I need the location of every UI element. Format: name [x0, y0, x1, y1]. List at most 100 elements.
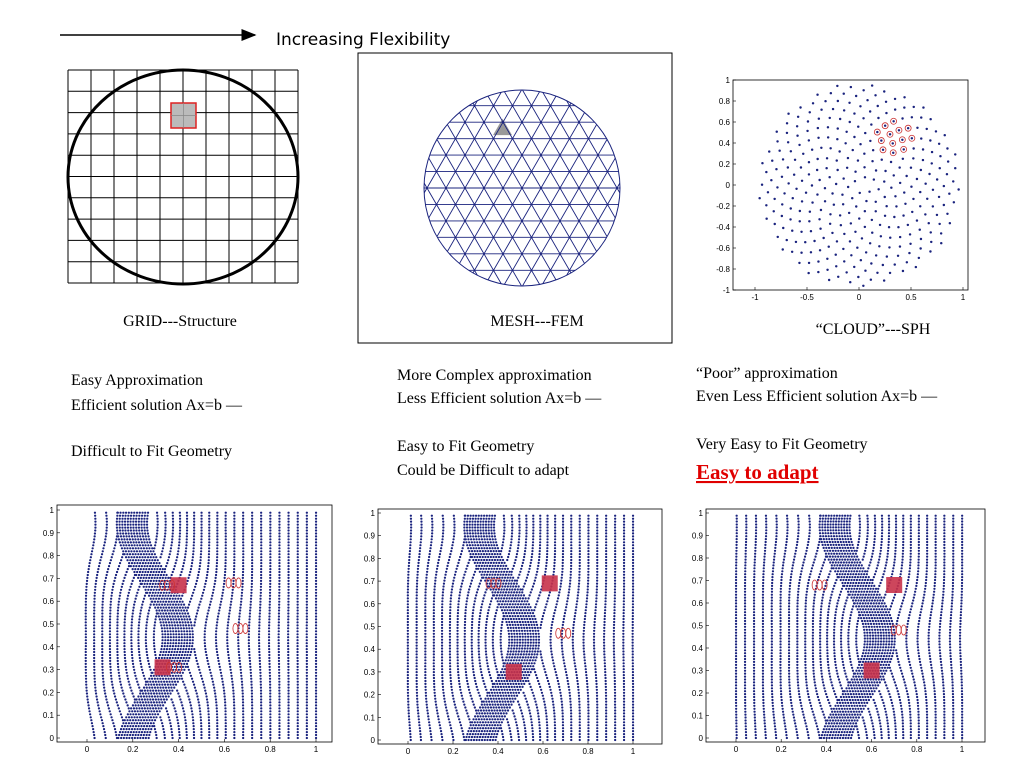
- bottom-plots: 0 0.2 0.4 0.6 0.8 1 0 0.1 0.2 0.3 0.4 0.5 0.6 0.7 0.8 0…: [43, 504, 986, 756]
- grid-subcell: [171, 103, 196, 128]
- panel-texts: GRID---Structure Easy Approximation Effici…: [71, 313, 938, 484]
- cloud-ring: [886, 130, 894, 138]
- x-tick-label: 0: [857, 293, 862, 302]
- refined-patch: [863, 662, 880, 679]
- x-tick-label: -1: [751, 293, 759, 302]
- refined-patch: [505, 663, 522, 680]
- y-tick-label: 0.9: [692, 532, 704, 541]
- y-tick-label: 0.6: [43, 597, 55, 606]
- refined-ring: [900, 624, 907, 636]
- panel-note: Less Efficient solution Ax=b —: [397, 390, 602, 407]
- y-tick-label: 0.5: [692, 622, 704, 631]
- y-tick-label: 0.1: [692, 712, 704, 721]
- y-tick-label: 0.4: [692, 644, 704, 653]
- cloud-ring: [900, 145, 908, 153]
- dot-plot: 0 0.2 0.4 0.6 0.8 1 0 0.1 0.2 0.3 0.4 0.5 0.6 0.7 0.8 0…: [43, 504, 333, 754]
- cloud-ring: [879, 146, 887, 154]
- x-tick-label: 0.2: [447, 747, 459, 756]
- x-tick-label: 0.6: [219, 745, 231, 754]
- x-tick-label: 0.4: [173, 745, 185, 754]
- x-tick-label: 1: [631, 747, 636, 756]
- x-tick-label: 1: [960, 745, 965, 754]
- panel-note: More Complex approximation: [397, 367, 592, 384]
- y-tick-label: 1: [699, 509, 704, 518]
- y-tick-label: 0.4: [43, 643, 55, 652]
- x-tick-label: 0.4: [821, 745, 833, 754]
- refined-ring: [242, 623, 249, 634]
- cloud-ring: [890, 117, 897, 125]
- x-tick-label: 0.2: [127, 745, 139, 754]
- y-tick-label: 0.2: [43, 688, 55, 697]
- panel-caption: GRID---Structure: [123, 313, 237, 330]
- y-tick-label: 0.5: [43, 620, 55, 629]
- refined-patch: [886, 577, 903, 593]
- y-tick-label: 0.7: [43, 574, 55, 583]
- cloud-ring: [895, 126, 903, 134]
- panel-note: Easy Approximation: [71, 372, 203, 389]
- panel-note: Could be Difficult to adapt: [397, 462, 570, 479]
- x-tick-label: 0.6: [866, 745, 878, 754]
- refined-ring: [565, 627, 572, 639]
- panel-highlight: Easy to adapt: [696, 460, 819, 484]
- cloud-ring: [877, 137, 885, 144]
- y-tick-label: 0.2: [692, 689, 704, 698]
- y-tick-label: -0.8: [716, 265, 730, 274]
- cloud-ring: [881, 122, 889, 130]
- panel-note: Easy to Fit Geometry: [397, 438, 534, 455]
- y-tick-label: 0.8: [719, 97, 731, 106]
- y-tick-label: 0.8: [364, 554, 376, 563]
- dot-plot: 0 0.2 0.4 0.6 0.8 1 0 0.1 0.2 0.3 0.4 0.5 0.6 0.7 0.8 0…: [364, 508, 663, 756]
- y-tick-label: 0: [50, 734, 55, 743]
- y-tick-label: 0.1: [43, 711, 55, 720]
- y-tick-label: 0.6: [364, 600, 376, 609]
- y-tick-label: 0: [371, 736, 376, 745]
- y-tick-label: -0.2: [716, 202, 730, 211]
- x-tick-label: 1: [961, 293, 966, 302]
- refined-ring: [169, 579, 176, 591]
- grid-circle: [66, 68, 300, 286]
- y-tick-label: 0.9: [364, 532, 376, 541]
- y-tick-label: 0.7: [692, 577, 704, 586]
- y-tick-label: 0: [726, 181, 731, 190]
- refined-patch: [541, 575, 558, 592]
- x-tick-label: 0.8: [582, 747, 594, 756]
- refined-ring: [176, 661, 182, 673]
- cloud-ring: [873, 128, 881, 136]
- mesh-diagram: [423, 89, 621, 287]
- mesh-lines: [424, 90, 620, 286]
- plot-points: [406, 514, 635, 742]
- cloud-ring: [904, 124, 912, 132]
- x-tick-label: 0.2: [776, 745, 788, 754]
- panel-note: “Poor” approximation: [696, 365, 838, 382]
- plot-points: [734, 514, 964, 740]
- y-tick-label: 0.3: [43, 666, 55, 675]
- y-tick-label: 0.4: [364, 645, 376, 654]
- y-tick-label: 0.2: [364, 691, 376, 700]
- refined-ring: [821, 579, 828, 591]
- x-tick-label: -0.5: [800, 293, 814, 302]
- axes-box: [705, 508, 986, 743]
- cloud-points: [758, 84, 960, 287]
- x-tick-label: 0: [734, 745, 739, 754]
- y-tick-label: 0.1: [364, 713, 376, 722]
- y-tick-label: 0.6: [719, 118, 731, 127]
- y-tick-label: 0.5: [364, 623, 376, 632]
- cloud-ring: [889, 149, 897, 157]
- mesh-boundary: [423, 89, 621, 287]
- refined-patch: [154, 659, 171, 676]
- y-tick-label: 0: [699, 734, 704, 743]
- y-tick-label: -0.6: [716, 244, 730, 253]
- panel-caption: “CLOUD”---SPH: [816, 321, 931, 338]
- cloud-ring: [908, 134, 916, 142]
- y-tick-label: 0.8: [692, 554, 704, 563]
- y-tick-label: 0.8: [43, 552, 55, 561]
- y-tick-label: -1: [723, 286, 731, 295]
- x-tick-label: 0.5: [905, 293, 917, 302]
- y-tick-label: 1: [371, 509, 376, 518]
- y-tick-label: 0.4: [719, 139, 731, 148]
- cloud-ring: [898, 136, 906, 144]
- arrow-label: Increasing Flexibility: [276, 30, 450, 50]
- x-tick-label: 0: [85, 745, 90, 754]
